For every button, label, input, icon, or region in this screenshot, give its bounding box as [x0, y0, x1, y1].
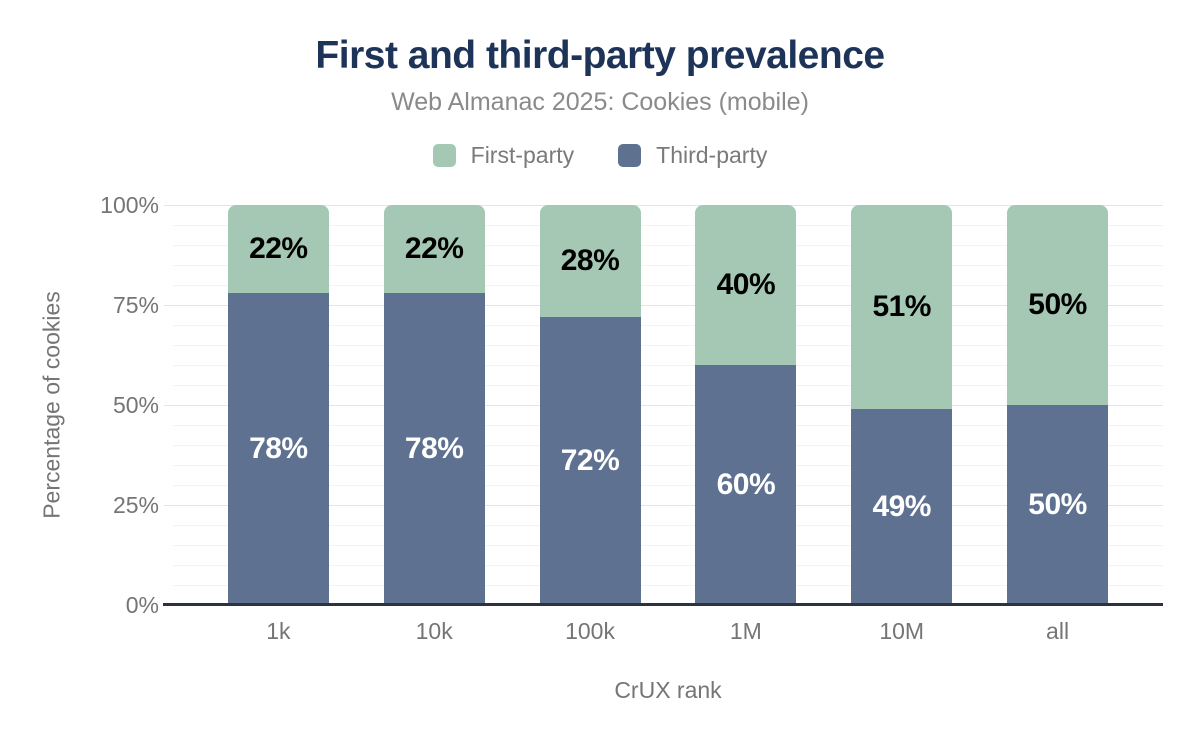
legend-swatch-first-party — [432, 144, 456, 167]
gridline-major — [164, 205, 1163, 206]
legend-item-first-party: First-party — [432, 142, 575, 169]
bar-10k: 22% 78% — [383, 205, 485, 605]
bar-segment-third-party: 60% — [695, 365, 797, 605]
bar-value-label: 28% — [560, 244, 620, 277]
x-axis-title: CrUX rank — [614, 677, 722, 703]
y-tick-label-50-: 50% — [112, 392, 159, 418]
bar-segment-first-party: 28% — [539, 205, 641, 317]
plot-area: 0% 25% 50% 75% 100% 22% 78% 22% 78% 28% 72% 40% 60%… — [100, 192, 1163, 618]
x-axis-line — [163, 603, 1163, 606]
bar-value-label: 78% — [249, 432, 308, 465]
bar-value-label: 50% — [1028, 488, 1087, 521]
bar-value-label: 22% — [249, 232, 308, 265]
bar-value-label: 51% — [872, 290, 931, 323]
bar-value-label: 72% — [560, 444, 620, 477]
legend-swatch-third-party — [618, 144, 642, 167]
bars: 22% 78% 22% 78% 28% 72% 40% 60% 51% 49% 50% 50% — [173, 205, 1163, 605]
bar-1m: 40% 60% — [695, 205, 797, 605]
gridline-major — [164, 405, 1163, 406]
bar-value-label: 49% — [872, 490, 931, 523]
x-tick-label-10m: 10M — [879, 618, 925, 644]
bar-1k: 22% 78% — [227, 205, 329, 605]
chart-subtitle: Web Almanac 2025: Cookies (mobile) — [391, 88, 809, 116]
bar-segment-third-party: 50% — [1007, 405, 1109, 605]
bar-value-label: 40% — [716, 268, 776, 301]
x-tick-label-1k: 1k — [266, 618, 291, 644]
y-tick-label-75-: 75% — [112, 292, 159, 318]
chart-title: First and third-party prevalence — [315, 34, 885, 77]
bar-segment-first-party: 51% — [851, 205, 953, 409]
bar-segment-third-party: 78% — [227, 293, 329, 605]
x-tick-label-1m: 1M — [729, 618, 762, 644]
y-tick-label-25-: 25% — [112, 492, 159, 518]
bar-segment-third-party: 78% — [383, 293, 485, 605]
bar-segment-third-party: 49% — [851, 409, 953, 605]
bar-value-label: 78% — [404, 432, 464, 465]
y-tick-label-100-: 100% — [100, 192, 159, 218]
bar-segment-first-party: 40% — [695, 205, 797, 365]
gridline-major — [164, 305, 1163, 306]
bar-segment-first-party: 50% — [1007, 205, 1109, 405]
legend: First-party Third-party — [0, 142, 1200, 169]
x-tick-label-all: all — [1046, 618, 1070, 644]
bar-value-label: 22% — [404, 232, 464, 265]
x-tick-label-100k: 100k — [565, 618, 615, 644]
legend-item-third-party: Third-party — [618, 142, 767, 169]
y-tick-label-0-: 0% — [125, 592, 159, 618]
bar-segment-third-party: 72% — [539, 317, 641, 605]
x-axis-labels: 1k 10k 100k 1M 10M all — [173, 618, 1163, 645]
bar-segment-first-party: 22% — [227, 205, 329, 293]
bar-100k: 28% 72% — [539, 205, 641, 605]
gridline-major — [164, 505, 1163, 506]
bar-all: 50% 50% — [1007, 205, 1109, 605]
legend-label-third-party: Third-party — [656, 142, 768, 168]
bar-value-label: 60% — [716, 468, 776, 501]
legend-label-first-party: First-party — [470, 142, 575, 168]
bar-value-label: 50% — [1028, 288, 1087, 321]
bar-10m: 51% 49% — [851, 205, 953, 605]
x-tick-label-10k: 10k — [415, 618, 453, 644]
bar-segment-first-party: 22% — [383, 205, 485, 293]
